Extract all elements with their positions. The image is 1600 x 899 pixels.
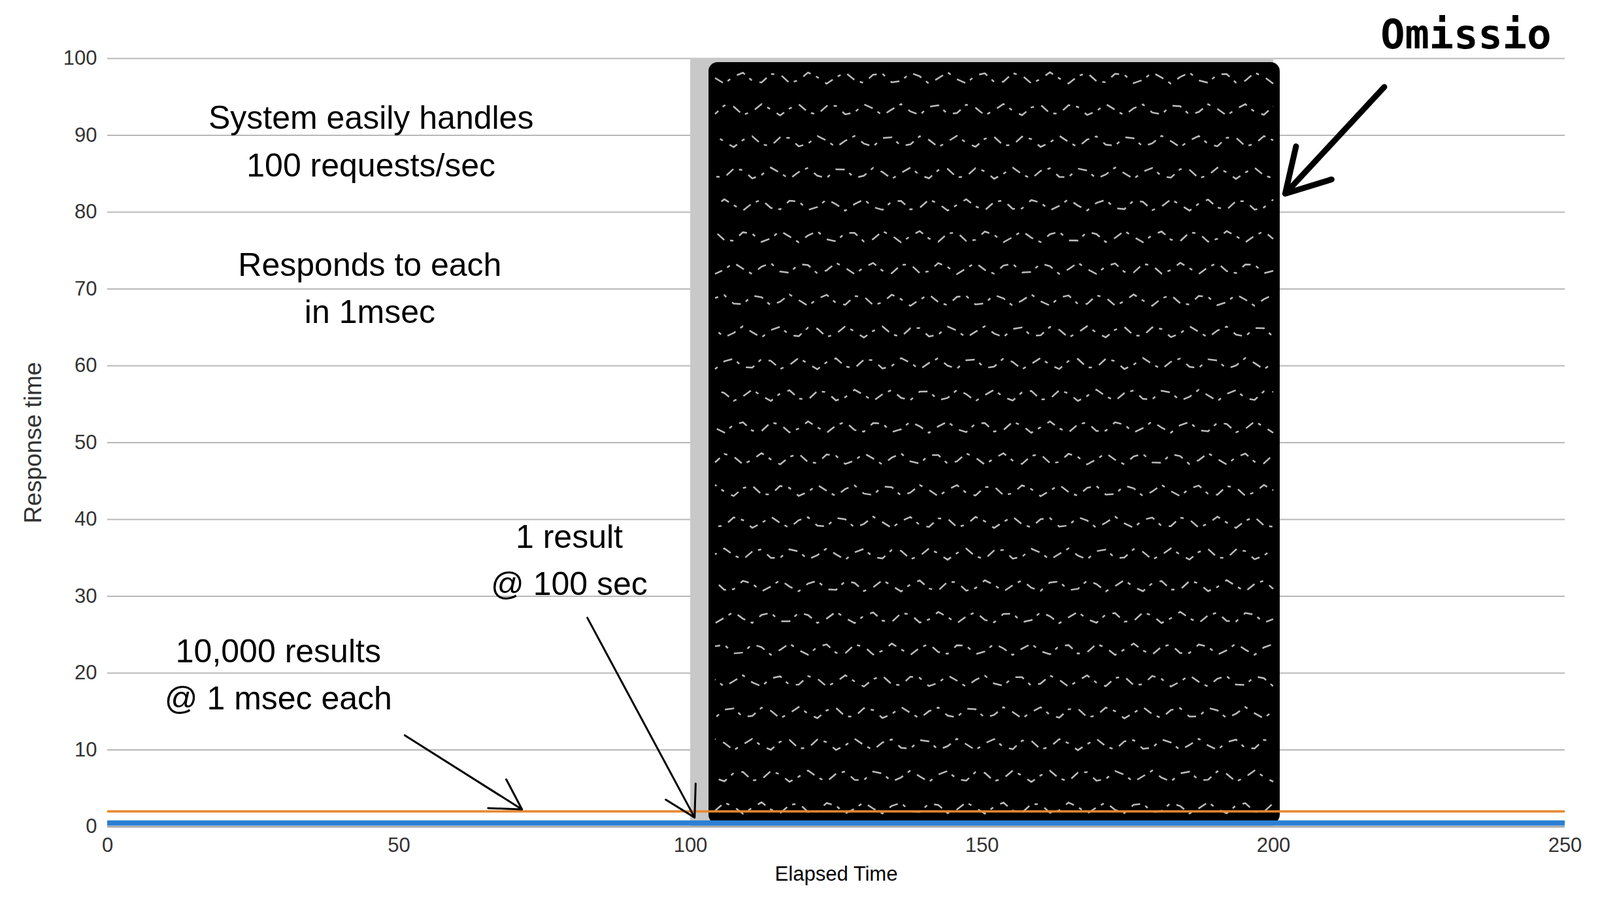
svg-text:Omissio: Omissio xyxy=(1380,10,1551,59)
svg-text:100: 100 xyxy=(63,46,98,70)
svg-text:Responds to eachin 1msec: Responds to eachin 1msec xyxy=(237,246,502,331)
svg-text:70: 70 xyxy=(74,277,97,300)
svg-text:80: 80 xyxy=(74,200,97,223)
svg-text:40: 40 xyxy=(74,507,97,531)
svg-text:20: 20 xyxy=(74,660,97,684)
svg-text:10: 10 xyxy=(74,737,97,761)
svg-text:30: 30 xyxy=(74,584,97,608)
svg-text:10,000 results@ 1 msec each: 10,000 results@ 1 msec each xyxy=(164,632,393,717)
svg-text:Elapsed Time: Elapsed Time xyxy=(775,862,899,885)
svg-text:250: 250 xyxy=(1548,833,1583,857)
svg-text:50: 50 xyxy=(387,833,410,857)
svg-text:0: 0 xyxy=(85,814,97,838)
svg-text:System easily handles100 reque: System easily handles100 requests/sec xyxy=(208,99,534,184)
svg-text:Response time: Response time xyxy=(19,362,47,524)
svg-text:50: 50 xyxy=(74,430,97,454)
svg-text:150: 150 xyxy=(965,833,1000,857)
svg-text:90: 90 xyxy=(74,123,97,147)
svg-text:200: 200 xyxy=(1256,833,1291,857)
svg-text:60: 60 xyxy=(74,353,97,377)
svg-text:1 result@ 100 sec: 1 result@ 100 sec xyxy=(490,518,648,603)
svg-text:100: 100 xyxy=(673,833,708,857)
svg-text:0: 0 xyxy=(101,833,114,857)
